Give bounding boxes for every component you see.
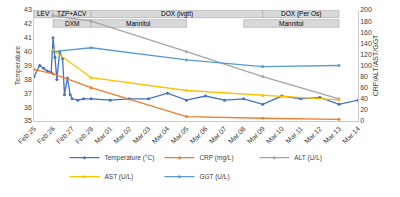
svg-text:Mar.14: Mar.14 (341, 125, 361, 145)
svg-text:40: 40 (360, 95, 368, 102)
svg-text:Temperature (°C): Temperature (°C) (105, 154, 155, 162)
svg-text:Mar.12: Mar.12 (303, 125, 323, 145)
svg-text:LEV: LEV (37, 10, 50, 17)
svg-text:40: 40 (24, 48, 32, 55)
svg-text:Mar.06: Mar.06 (189, 125, 209, 145)
svg-text:TZP+ACV: TZP+ACV (57, 10, 87, 17)
svg-text:CRP (mg/L): CRP (mg/L) (199, 154, 233, 162)
svg-text:Mannitol: Mannitol (279, 20, 304, 27)
svg-text:41: 41 (24, 34, 32, 41)
svg-text:Mar.04: Mar.04 (151, 125, 171, 145)
svg-text:Mannitol: Mannitol (126, 20, 151, 27)
svg-text:Mar.07: Mar.07 (208, 125, 228, 145)
svg-text:37: 37 (24, 90, 32, 97)
svg-text:Feb.27: Feb.27 (55, 125, 75, 145)
svg-text:42: 42 (24, 20, 32, 27)
svg-text:DOX (ivgtt): DOX (ivgtt) (161, 10, 193, 18)
svg-text:AST (U/L): AST (U/L) (105, 173, 134, 181)
svg-text:Mar.11: Mar.11 (284, 125, 304, 145)
svg-text:80: 80 (360, 73, 368, 80)
svg-text:Mar.09: Mar.09 (246, 125, 266, 145)
svg-text:DOX (Per Os): DOX (Per Os) (281, 10, 321, 18)
svg-text:38: 38 (24, 76, 32, 83)
svg-text:Temperature: Temperature (14, 46, 22, 85)
svg-text:Mar.03: Mar.03 (131, 125, 151, 145)
svg-text:100: 100 (360, 62, 372, 69)
svg-text:Mar.10: Mar.10 (265, 125, 285, 145)
svg-text:Feb.26: Feb.26 (36, 125, 56, 145)
svg-text:140: 140 (360, 40, 372, 47)
svg-text:Feb.28: Feb.28 (74, 125, 94, 145)
svg-text:DXM: DXM (65, 20, 79, 27)
svg-text:Mar.02: Mar.02 (112, 125, 132, 145)
svg-text:Feb.25: Feb.25 (17, 125, 37, 145)
svg-text:0: 0 (360, 117, 364, 124)
svg-text:160: 160 (360, 29, 372, 36)
svg-text:Mar.08: Mar.08 (227, 125, 247, 145)
svg-text:GGT (U/L): GGT (U/L) (199, 173, 229, 181)
svg-text:ALT (U/L): ALT (U/L) (294, 154, 322, 162)
svg-text:39: 39 (24, 62, 32, 69)
svg-text:60: 60 (360, 84, 368, 91)
svg-text:Mar.13: Mar.13 (322, 125, 342, 145)
svg-text:20: 20 (360, 106, 368, 113)
svg-text:CRP/ALT/AST/GGT: CRP/ALT/AST/GGT (372, 34, 379, 96)
svg-text:120: 120 (360, 51, 372, 58)
svg-text:Mar.05: Mar.05 (170, 125, 190, 145)
svg-text:36: 36 (24, 104, 32, 111)
svg-text:Mar.01: Mar.01 (93, 125, 113, 145)
svg-text:200: 200 (360, 6, 372, 13)
svg-text:43: 43 (24, 6, 32, 13)
svg-text:35: 35 (24, 117, 32, 124)
svg-text:180: 180 (360, 18, 372, 25)
